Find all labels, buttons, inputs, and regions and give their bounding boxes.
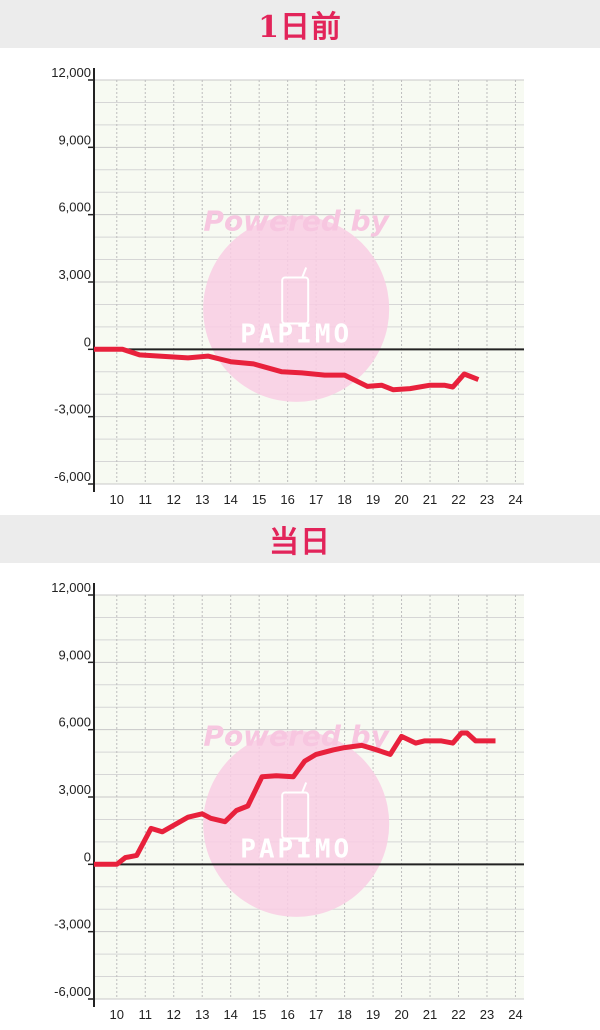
x-tick-label: 13 xyxy=(195,1007,209,1022)
series-line xyxy=(94,346,480,393)
y-tick-label: 3,000 xyxy=(58,782,91,797)
y-tick-label: 6,000 xyxy=(58,715,91,730)
x-tick-label: 22 xyxy=(451,492,465,507)
x-tick-label: 13 xyxy=(195,492,209,507)
section-header-prev-day: 1日前 xyxy=(0,0,600,48)
x-tick-label: 11 xyxy=(139,492,153,507)
y-tick-label: 12,000 xyxy=(51,65,91,80)
x-tick-label: 15 xyxy=(252,1007,266,1022)
chart-prev-day: Powered by PAPIMO 12,000 9,000 6,000 3,000 0 -3… xyxy=(0,48,600,515)
x-tick-label: 16 xyxy=(280,492,294,507)
y-tick-label: 0 xyxy=(84,334,91,349)
y-tick-label: 12,000 xyxy=(51,580,91,595)
watermark-circle xyxy=(203,215,390,402)
section-title: 1日前 xyxy=(258,10,342,45)
y-tick-label: 9,000 xyxy=(58,647,91,662)
antenna-icon xyxy=(301,267,308,278)
watermark-circle xyxy=(203,730,390,917)
y-tick-label: 6,000 xyxy=(58,200,91,215)
section-header-today: 当日 xyxy=(0,515,600,563)
x-tick-label: 20 xyxy=(394,1007,408,1022)
x-tick-label: 19 xyxy=(366,1007,380,1022)
y-tick-label: 0 xyxy=(84,849,91,864)
x-tick-label: 17 xyxy=(309,1007,323,1022)
antenna-icon xyxy=(301,782,308,793)
x-tick-label: 19 xyxy=(366,492,380,507)
x-tick-label: 10 xyxy=(110,1007,124,1022)
y-tick-label: -3,000 xyxy=(54,917,91,932)
x-tick-label: 23 xyxy=(480,492,494,507)
x-tick-label: 18 xyxy=(337,492,351,507)
line-chart-svg: Powered by PAPIMO 12,000 9,000 6,000 3,000 0 -3… xyxy=(51,65,524,507)
x-tick-label: 16 xyxy=(280,1007,294,1022)
y-tick-label: 9,000 xyxy=(58,132,91,147)
x-tick-label: 24 xyxy=(508,492,522,507)
x-tick-label: 20 xyxy=(394,492,408,507)
phone-icon xyxy=(281,276,310,325)
x-tick-label: 22 xyxy=(451,1007,465,1022)
watermark-text: Powered by xyxy=(203,204,390,237)
series-line xyxy=(94,730,496,867)
y-tick-label: -3,000 xyxy=(54,402,91,417)
x-tick-label: 15 xyxy=(252,492,266,507)
section-title: 当日 xyxy=(269,525,331,560)
y-tick-label: -6,000 xyxy=(54,984,91,999)
x-tick-label: 12 xyxy=(167,1007,181,1022)
y-tick-label: -6,000 xyxy=(54,469,91,484)
x-tick-label: 14 xyxy=(223,1007,237,1022)
x-tick-label: 21 xyxy=(423,1007,437,1022)
x-tick-label: 12 xyxy=(167,492,181,507)
watermark-brand: PAPIMO xyxy=(240,320,352,350)
y-tick-label: 3,000 xyxy=(58,267,91,282)
x-tick-label: 10 xyxy=(110,492,124,507)
x-tick-label: 23 xyxy=(480,1007,494,1022)
x-tick-label: 11 xyxy=(139,1007,153,1022)
watermark-brand: PAPIMO xyxy=(240,835,352,865)
x-tick-label: 24 xyxy=(508,1007,522,1022)
x-tick-label: 14 xyxy=(223,492,237,507)
x-tick-label: 17 xyxy=(309,492,323,507)
x-tick-label: 18 xyxy=(337,1007,351,1022)
phone-icon xyxy=(281,791,310,840)
line-chart-svg: Powered byPAPIMO12,0009,0006,0003,0000-3… xyxy=(51,580,524,1022)
chart-today: Powered by PAPIMO 12,000 9,000 6,000 3,000 0 -3… xyxy=(0,563,600,1030)
x-tick-label: 21 xyxy=(423,492,437,507)
